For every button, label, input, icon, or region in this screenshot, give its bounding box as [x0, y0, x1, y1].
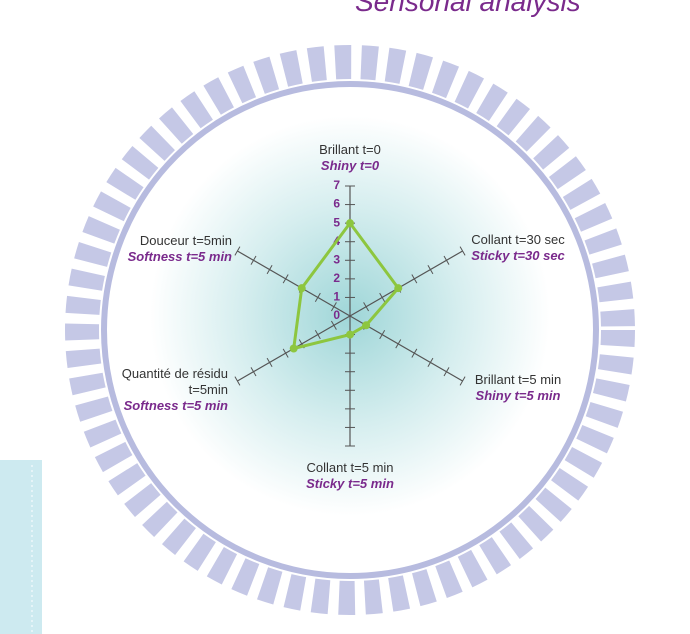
- data-point: [346, 331, 354, 339]
- category-name: Collant t=5 min: [290, 460, 410, 476]
- side-panel: [0, 460, 42, 634]
- category-translation: Shiny t=5 min: [458, 388, 578, 404]
- category-translation: Sticky t=30 sec: [458, 248, 578, 264]
- data-point: [394, 284, 402, 292]
- category-translation: Sticky t=5 min: [290, 476, 410, 492]
- r-tick-label: 3: [333, 252, 340, 266]
- chart: 01234567: [0, 0, 690, 634]
- r-tick-label: 5: [333, 215, 340, 229]
- category-name: Brillant t=5 min: [458, 372, 578, 388]
- data-point: [346, 219, 354, 227]
- data-point: [362, 321, 370, 329]
- category-translation: Shiny t=0: [290, 158, 410, 174]
- data-point: [298, 284, 306, 292]
- category-name: Quantité de résidu t=5min: [110, 366, 228, 398]
- r-tick-label: 0: [333, 308, 340, 322]
- r-tick-label: 7: [333, 178, 340, 192]
- r-tick-label: 2: [333, 271, 340, 285]
- category-translation: Softness t=5 min: [110, 398, 228, 414]
- category-name: Collant t=30 sec: [458, 232, 578, 248]
- page: 01234567 Sensorial analysis Brillant t=0…: [0, 0, 690, 634]
- category-translation: Softness t=5 min: [100, 249, 232, 265]
- category-name: Brillant t=0: [290, 142, 410, 158]
- chart-title: Sensorial analysis: [355, 0, 581, 18]
- category-name: Douceur t=5min: [100, 233, 232, 249]
- data-point: [290, 345, 298, 353]
- r-tick-label: 1: [333, 290, 340, 304]
- r-tick-label: 6: [333, 197, 340, 211]
